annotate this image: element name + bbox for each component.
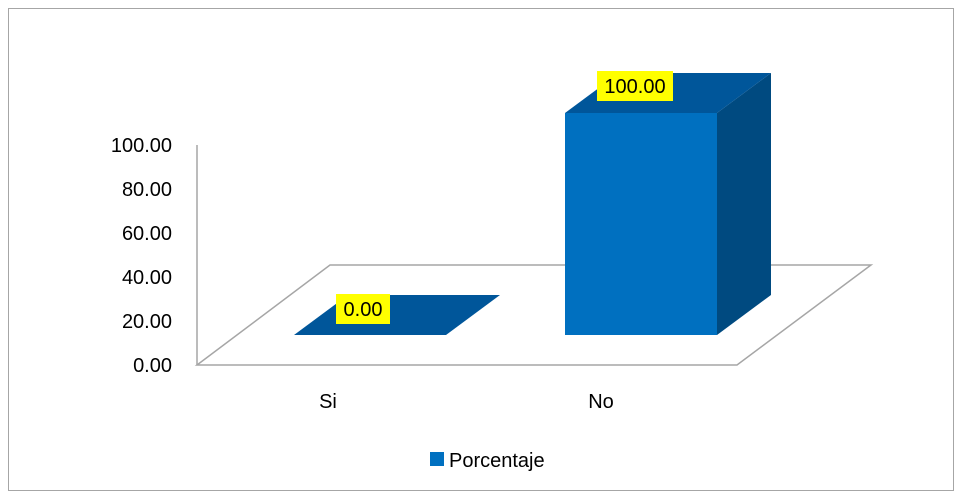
chart-frame — [8, 8, 954, 491]
y-tick-label: 60.00 — [122, 223, 172, 245]
y-tick-label: 100.00 — [111, 135, 172, 157]
category-label-no: No — [588, 391, 614, 413]
data-label: 100.00 — [604, 76, 665, 98]
y-tick-label: 20.00 — [122, 311, 172, 333]
y-tick-label: 80.00 — [122, 179, 172, 201]
bar-si: 0.00 — [294, 294, 500, 335]
bar-side-face — [717, 73, 771, 335]
bar-front-face — [565, 113, 717, 335]
data-label-bg — [597, 71, 673, 101]
y-tick-label: 40.00 — [122, 267, 172, 289]
bar-no: 100.00 — [565, 71, 771, 335]
data-label: 0.00 — [344, 299, 383, 321]
legend-label-porcentaje: Porcentaje — [449, 450, 545, 472]
category-label-si: Si — [319, 391, 337, 413]
y-tick-label: 0.00 — [133, 355, 172, 377]
data-label-bg — [336, 294, 390, 324]
legend: Porcentaje — [430, 450, 545, 472]
legend-swatch-porcentaje — [430, 452, 444, 466]
